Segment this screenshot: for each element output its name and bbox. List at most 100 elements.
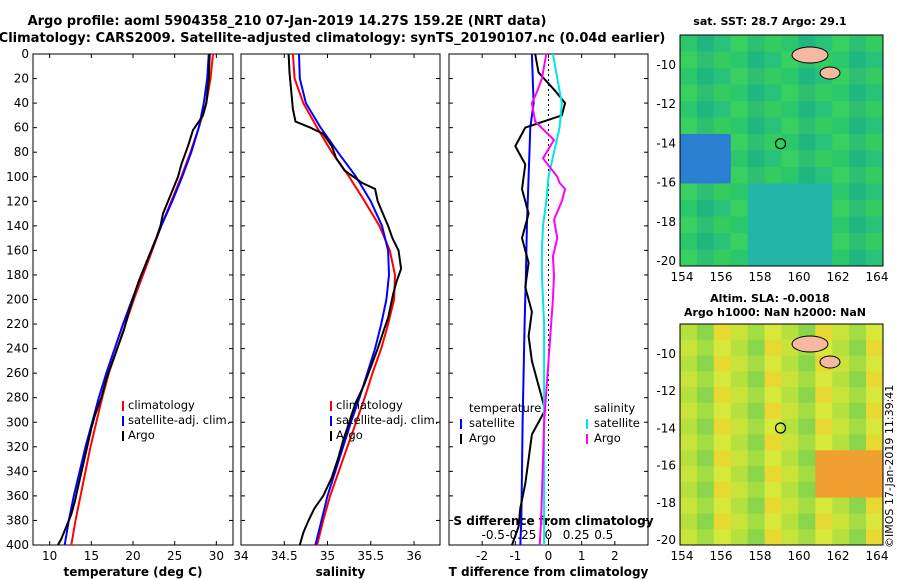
sst-map: sat. SST: 28.7 Argo: 29.1 154 156 158 160 16… [656,15,888,284]
sla-cell [815,434,833,451]
sla-cell [747,529,766,546]
sst-cell [747,200,766,217]
sla-xtick-label: 164 [866,549,889,563]
salinity-frame [240,53,441,546]
sla-cell [849,481,867,499]
sst-cell [815,150,833,168]
sst-cell [747,68,766,85]
sla-cell [747,497,766,514]
sla-cell [866,402,884,420]
sst-xtick-label: 160 [788,270,811,284]
depth-tick-label: 100 [6,170,29,184]
sla-cell [849,497,867,514]
sla-cell [798,466,816,483]
sla-cell [866,355,884,372]
sst-cell [764,35,782,52]
sla-cell [730,355,749,372]
sla-cell [798,418,816,435]
sla-cell [680,513,698,530]
sla-cell [680,418,698,435]
sst-cell [730,117,749,135]
sst-cell [680,216,698,234]
sla-cell [730,529,749,546]
sla-cell [781,387,799,404]
sst-ytick-label: -16 [656,176,676,190]
sla-cell [866,324,884,341]
sst-cell [781,233,799,250]
sst-xtick-label: 154 [671,270,694,284]
sst-cell [815,134,833,151]
sst-cell [866,150,884,168]
sla-cell [730,387,749,404]
island-shape [819,355,841,369]
sla-map: Altim. SLA: -0.0018 Argo h1000: NaN h200… [656,292,888,563]
sla-cell [849,402,867,420]
sst-cell [713,84,732,102]
sla-cell [815,513,833,530]
sla-cell [713,466,732,483]
sst-cell [680,233,698,250]
depth-tick-label: 220 [6,317,29,331]
sla-cell [747,402,766,420]
sst-cell [798,216,816,234]
sla-map-title: Altim. SLA: -0.0018 [710,292,830,305]
sla-cell [764,513,782,530]
sst-cell [781,101,799,118]
sla-cell [696,466,715,483]
sla-cell [730,434,749,451]
sst-cell [764,150,782,168]
sst-cell [696,68,715,85]
sla-cell [747,434,766,451]
sst-cell [713,200,732,217]
sla-cell [747,324,766,341]
sst-cell [866,167,884,184]
sst-cell [866,200,884,217]
legend-label: Argo [336,428,363,442]
sst-ytick-label: -10 [656,58,676,72]
sla-cell [730,481,749,499]
sla-cell [764,355,782,372]
sla-cell [781,450,799,467]
legend-label: satellite [594,416,640,430]
credit: ©IMOS 17-Jan-2019 11:39:41 [883,385,896,548]
temperature-xtick-label: 10 [42,549,57,563]
sst-cell [832,150,850,168]
title-line-2: Climatology: CARS2009. Satellite-adjuste… [0,31,665,46]
sst-cell [764,167,782,184]
sst-cell [815,101,833,118]
sst-cell [747,216,766,234]
sst-cell [696,51,715,69]
sla-ytick-label: -18 [656,496,676,510]
sst-cell [747,183,766,201]
sla-cell [713,371,732,388]
sst-cell [696,117,715,135]
sla-cell [730,418,749,435]
temperature-axis-label: temperature (deg C) [64,565,203,579]
sst-cell [713,68,732,85]
sst-cell [730,216,749,234]
sst-cell [866,183,884,201]
sla-cell [696,481,715,499]
sla-cell [713,387,732,404]
sla-cell [815,324,833,341]
sst-cell [730,134,749,151]
salinity-xtick-label: 36 [406,549,421,563]
sst-cell [849,51,867,69]
sla-cell [764,450,782,467]
difference-series-s-argo [530,53,567,546]
sst-cell [798,233,816,250]
salinity-xtick-label: 35 [320,549,335,563]
sst-cell [798,167,816,184]
sla-cell [713,497,732,514]
sst-cell [849,68,867,85]
sst-cell [747,101,766,118]
sst-cell [849,117,867,135]
legend-label: Argo [128,428,155,442]
sla-xtick-label: 160 [788,549,811,563]
sla-cell [730,450,749,467]
sla-cell [849,324,867,341]
sst-ytick-label: -20 [656,254,676,268]
sst-cell [849,249,867,267]
sst-cell [730,233,749,250]
sst-cell [747,117,766,135]
